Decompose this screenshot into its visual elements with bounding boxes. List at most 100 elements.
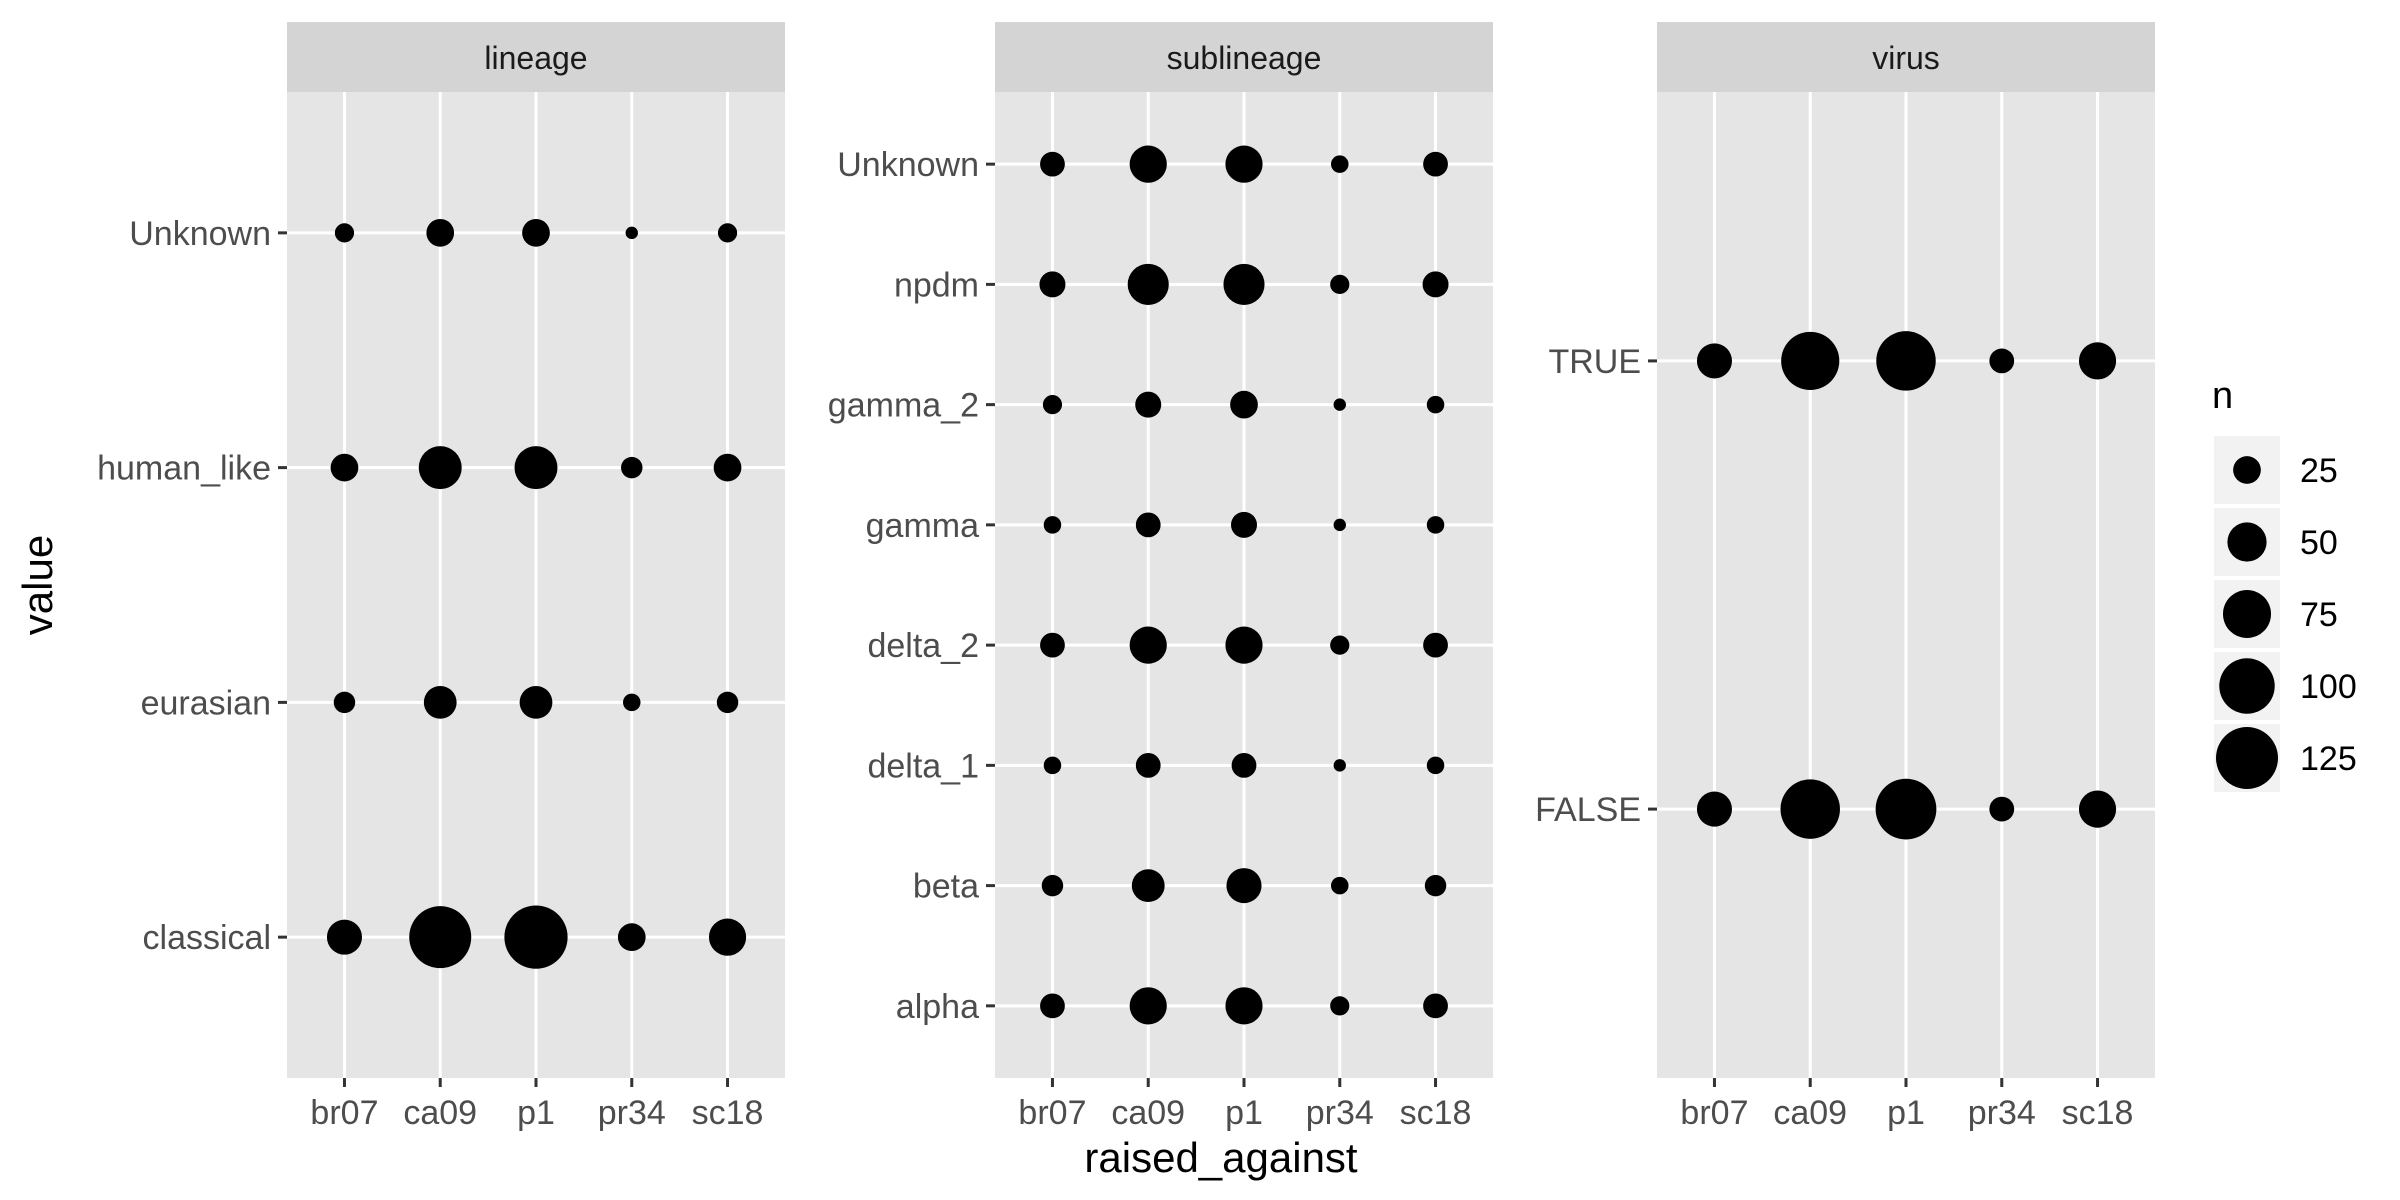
data-point xyxy=(1040,151,1065,177)
y-tick-label: TRUE xyxy=(1548,343,1641,381)
y-tick-label: Unknown xyxy=(837,146,979,184)
facet-strip xyxy=(287,22,785,92)
data-point xyxy=(1042,395,1063,415)
y-tick-label: gamma xyxy=(866,507,979,545)
y-tick-label: eurasian xyxy=(141,684,271,722)
data-point xyxy=(1989,796,2015,822)
data-point xyxy=(625,226,638,240)
data-point xyxy=(333,691,356,714)
facet-strip-label: virus xyxy=(1872,40,1940,76)
x-tick-label: br07 xyxy=(310,1094,378,1132)
data-point xyxy=(621,456,643,479)
data-point xyxy=(1040,632,1065,658)
data-point xyxy=(1426,395,1445,414)
y-tick-label: FALSE xyxy=(1535,791,1641,829)
data-point xyxy=(1129,145,1167,183)
x-tick-label: p1 xyxy=(1225,1094,1263,1132)
data-point xyxy=(1780,779,1840,839)
data-point xyxy=(1225,145,1263,183)
data-point xyxy=(1876,331,1936,391)
data-point xyxy=(1226,868,1262,904)
x-tick-label: ca09 xyxy=(403,1094,477,1132)
y-tick-label: Unknown xyxy=(129,215,271,253)
legend-title: n xyxy=(2212,375,2233,417)
facet-strip-label: sublineage xyxy=(1167,40,1322,76)
data-point xyxy=(1330,635,1350,655)
data-point xyxy=(1127,263,1169,305)
data-point xyxy=(1225,626,1263,664)
y-tick-label: alpha xyxy=(896,988,979,1026)
legend-label: 125 xyxy=(2300,740,2357,778)
x-tick-label: ca09 xyxy=(1111,1094,1185,1132)
data-point xyxy=(716,691,739,714)
data-point xyxy=(1043,756,1062,775)
y-tick-label: npdm xyxy=(894,266,979,304)
x-tick-label: br07 xyxy=(1680,1094,1748,1132)
data-point xyxy=(713,453,742,482)
facet-lineage: lineage br07 ca09 p1 pr34 sc18 classical eurasi… xyxy=(97,22,785,1132)
data-point xyxy=(1230,390,1258,419)
legend-key-point xyxy=(2219,658,2275,714)
data-point xyxy=(1225,987,1263,1025)
data-point xyxy=(426,218,455,247)
legend-label: 25 xyxy=(2300,452,2338,490)
data-point xyxy=(1696,791,1732,827)
data-point xyxy=(1423,993,1448,1019)
data-point xyxy=(504,905,568,969)
data-point xyxy=(2078,790,2117,828)
data-point xyxy=(334,223,355,243)
data-point xyxy=(1989,348,2015,374)
data-point xyxy=(1131,869,1165,903)
data-point xyxy=(1039,271,1066,298)
facet-strip xyxy=(1657,22,2155,92)
data-point xyxy=(514,446,558,490)
data-point xyxy=(1330,996,1350,1016)
x-tick-label: pr34 xyxy=(1306,1094,1374,1132)
x-tick-label: sc18 xyxy=(1400,1094,1472,1132)
x-tick-label: sc18 xyxy=(692,1094,764,1132)
data-point xyxy=(409,906,472,969)
data-point xyxy=(522,218,550,247)
data-point xyxy=(1230,511,1258,538)
x-axis-title: raised_against xyxy=(1084,1134,1358,1181)
y-tick-label: delta_2 xyxy=(867,627,979,665)
data-point xyxy=(1781,331,1840,390)
data-point xyxy=(330,453,359,482)
data-point xyxy=(1135,752,1161,778)
y-tick-label: classical xyxy=(143,919,271,957)
legend-label: 50 xyxy=(2300,524,2338,562)
data-point xyxy=(1043,516,1062,534)
facet-strip-label: lineage xyxy=(484,40,587,76)
x-tick-label: ca09 xyxy=(1773,1094,1847,1132)
data-point xyxy=(423,685,457,719)
facet-sublineage: sublineage br07 ca09 p1 pr34 sc18 alpha beta del… xyxy=(828,22,1493,1132)
x-tick-label: pr34 xyxy=(1968,1094,2036,1132)
data-point xyxy=(1135,512,1161,538)
data-point xyxy=(2078,342,2117,380)
y-tick-label: beta xyxy=(913,868,979,906)
data-point xyxy=(1223,263,1265,305)
y-tick-label: human_like xyxy=(97,450,271,488)
y-axis-title: value xyxy=(14,535,61,635)
data-point xyxy=(623,693,641,712)
data-point xyxy=(1129,626,1167,664)
x-tick-label: p1 xyxy=(517,1094,555,1132)
data-point xyxy=(1330,274,1350,294)
data-point xyxy=(1231,752,1257,778)
data-point xyxy=(717,223,738,243)
data-point xyxy=(1129,987,1167,1025)
legend-label: 100 xyxy=(2300,668,2357,706)
legend-key-point xyxy=(2227,522,2267,562)
legend-key-point xyxy=(2216,727,2278,789)
data-point xyxy=(326,919,362,955)
data-point xyxy=(1331,876,1349,895)
data-point xyxy=(617,923,646,952)
facet-virus: virus br07 ca09 p1 pr34 sc18 FALSE TRUE xyxy=(1535,22,2155,1132)
data-point xyxy=(1135,391,1162,418)
data-point xyxy=(1875,778,1937,840)
data-point xyxy=(708,918,747,956)
data-point xyxy=(1696,343,1732,379)
data-point xyxy=(1423,151,1448,177)
data-point xyxy=(1333,518,1346,532)
